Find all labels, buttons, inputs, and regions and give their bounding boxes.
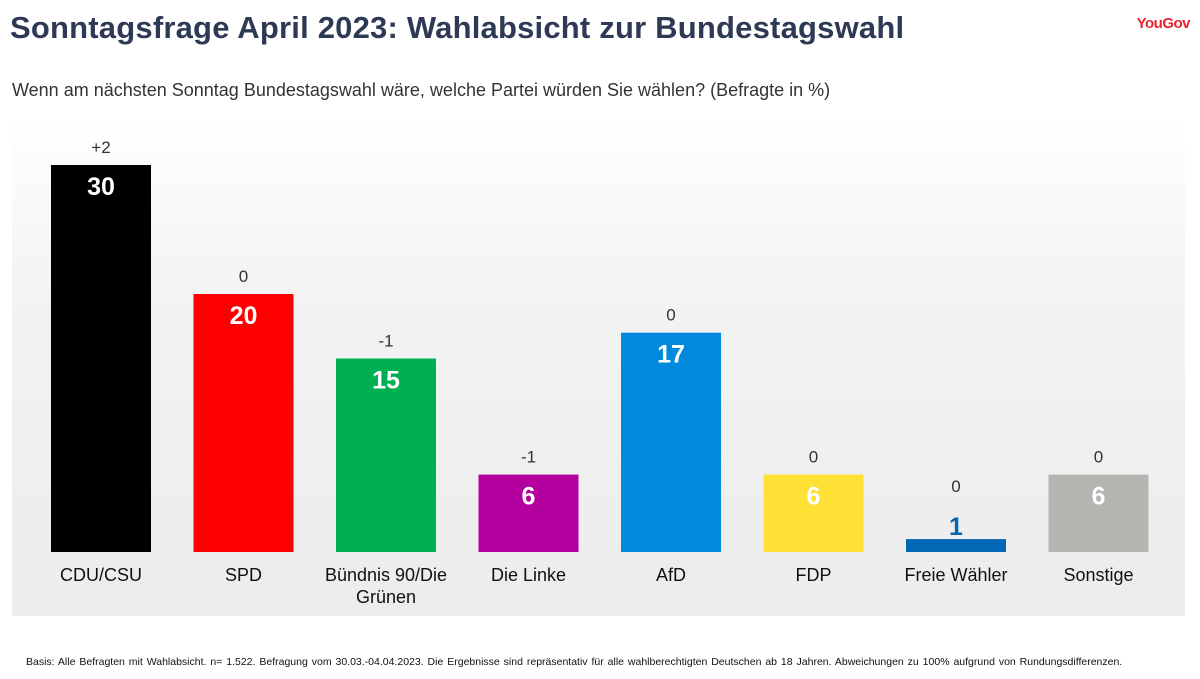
category-label: Freie Wähler [904, 565, 1007, 585]
bar-value-label: 6 [807, 483, 821, 511]
category-label: SPD [225, 565, 262, 585]
bar-value-label: 15 [372, 367, 400, 395]
category-label: FDP [796, 565, 832, 585]
bar-value-label: 17 [657, 341, 685, 369]
bar [193, 294, 294, 552]
category-label: Sonstige [1063, 565, 1133, 585]
page-title: Sonntagsfrage April 2023: Wahlabsicht zu… [10, 10, 905, 45]
bar [336, 358, 436, 552]
bar-value-label: 20 [230, 302, 258, 330]
bar [621, 332, 721, 552]
yougov-logo: YouGov [1136, 15, 1191, 32]
change-label: 0 [809, 448, 818, 467]
bar-value-label: 30 [87, 173, 115, 201]
change-label: 0 [951, 477, 960, 496]
chart-question: Wenn am nächsten Sonntag Bundestagswahl … [12, 80, 831, 100]
bar [1048, 474, 1149, 552]
category-label: Die Linke [491, 565, 566, 585]
change-label: 0 [666, 306, 675, 325]
bar [763, 474, 864, 552]
change-label: 0 [1094, 448, 1103, 467]
change-label: -1 [521, 448, 536, 467]
change-label: -1 [378, 332, 393, 351]
bar [478, 474, 579, 552]
bar-value-label: 1 [949, 513, 963, 541]
category-label: CDU/CSU [60, 565, 142, 585]
bar [51, 165, 151, 552]
category-label: Grünen [356, 587, 416, 607]
change-label: +2 [91, 138, 110, 157]
change-label: 0 [239, 267, 248, 286]
category-label: Bündnis 90/Die [325, 565, 447, 585]
category-label: AfD [656, 565, 686, 585]
bar-value-label: 6 [1092, 483, 1106, 511]
footnote: Basis: Alle Befragten mit Wahlabsicht. n… [26, 656, 1123, 668]
bar [906, 539, 1006, 552]
bar-value-label: 6 [522, 483, 536, 511]
